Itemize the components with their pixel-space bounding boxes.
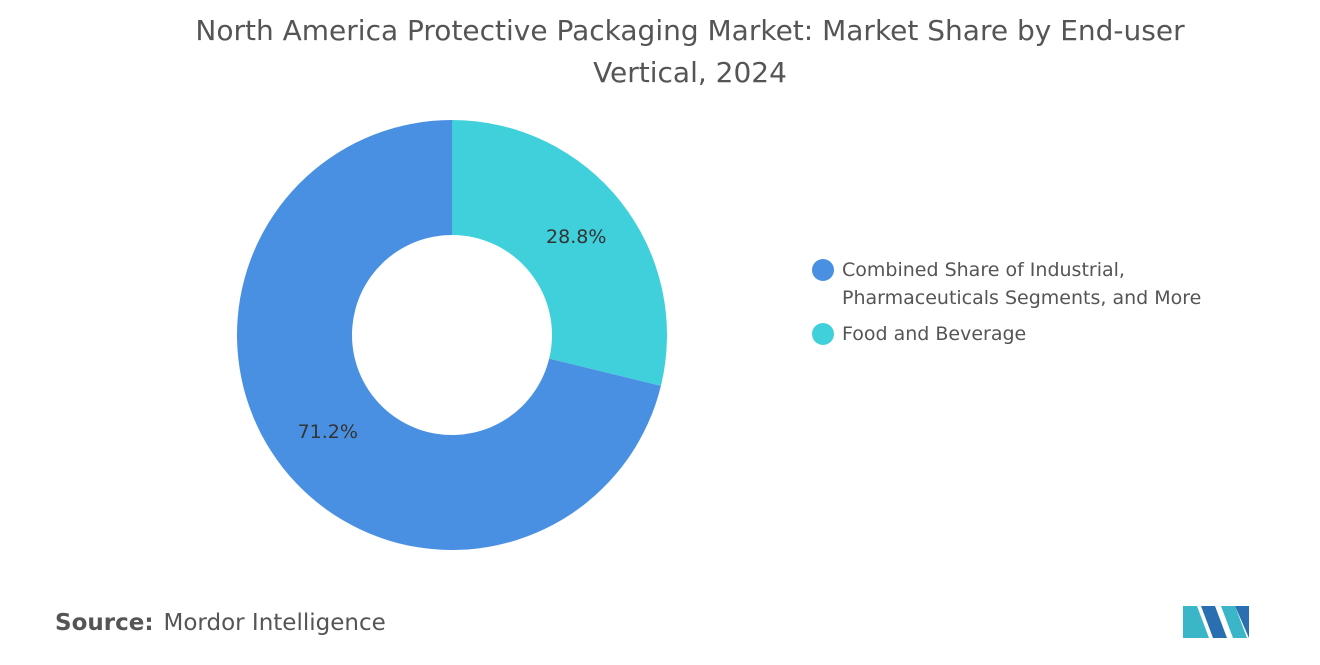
legend-label: Food and Beverage <box>842 323 1027 345</box>
slice <box>452 120 667 386</box>
logo-shape <box>1235 606 1249 638</box>
legend: Combined Share of Industrial, Pharmaceut… <box>812 256 1212 356</box>
source: Source: Mordor Intelligence <box>55 610 386 636</box>
source-name: Mordor Intelligence <box>163 610 386 636</box>
legend-swatch <box>812 323 834 345</box>
logo-shape <box>1183 606 1209 638</box>
slice <box>236 120 661 550</box>
logo-shape <box>1221 606 1247 638</box>
data-label: 28.8% <box>546 226 606 248</box>
data-label: 71.2% <box>298 421 358 443</box>
legend-item: Combined Share of Industrial, Pharmaceut… <box>812 256 1212 312</box>
legend-item: Food and Beverage <box>812 320 1212 348</box>
legend-label: Combined Share of Industrial, Pharmaceut… <box>842 259 1202 309</box>
chart-title: North America Protective Packaging Marke… <box>195 14 1185 89</box>
legend-swatch <box>812 259 834 281</box>
logo <box>1183 606 1249 638</box>
logo-shape <box>1201 606 1227 638</box>
chart: 28.8% 71.2% <box>236 120 667 550</box>
source-label: Source: <box>55 610 154 636</box>
